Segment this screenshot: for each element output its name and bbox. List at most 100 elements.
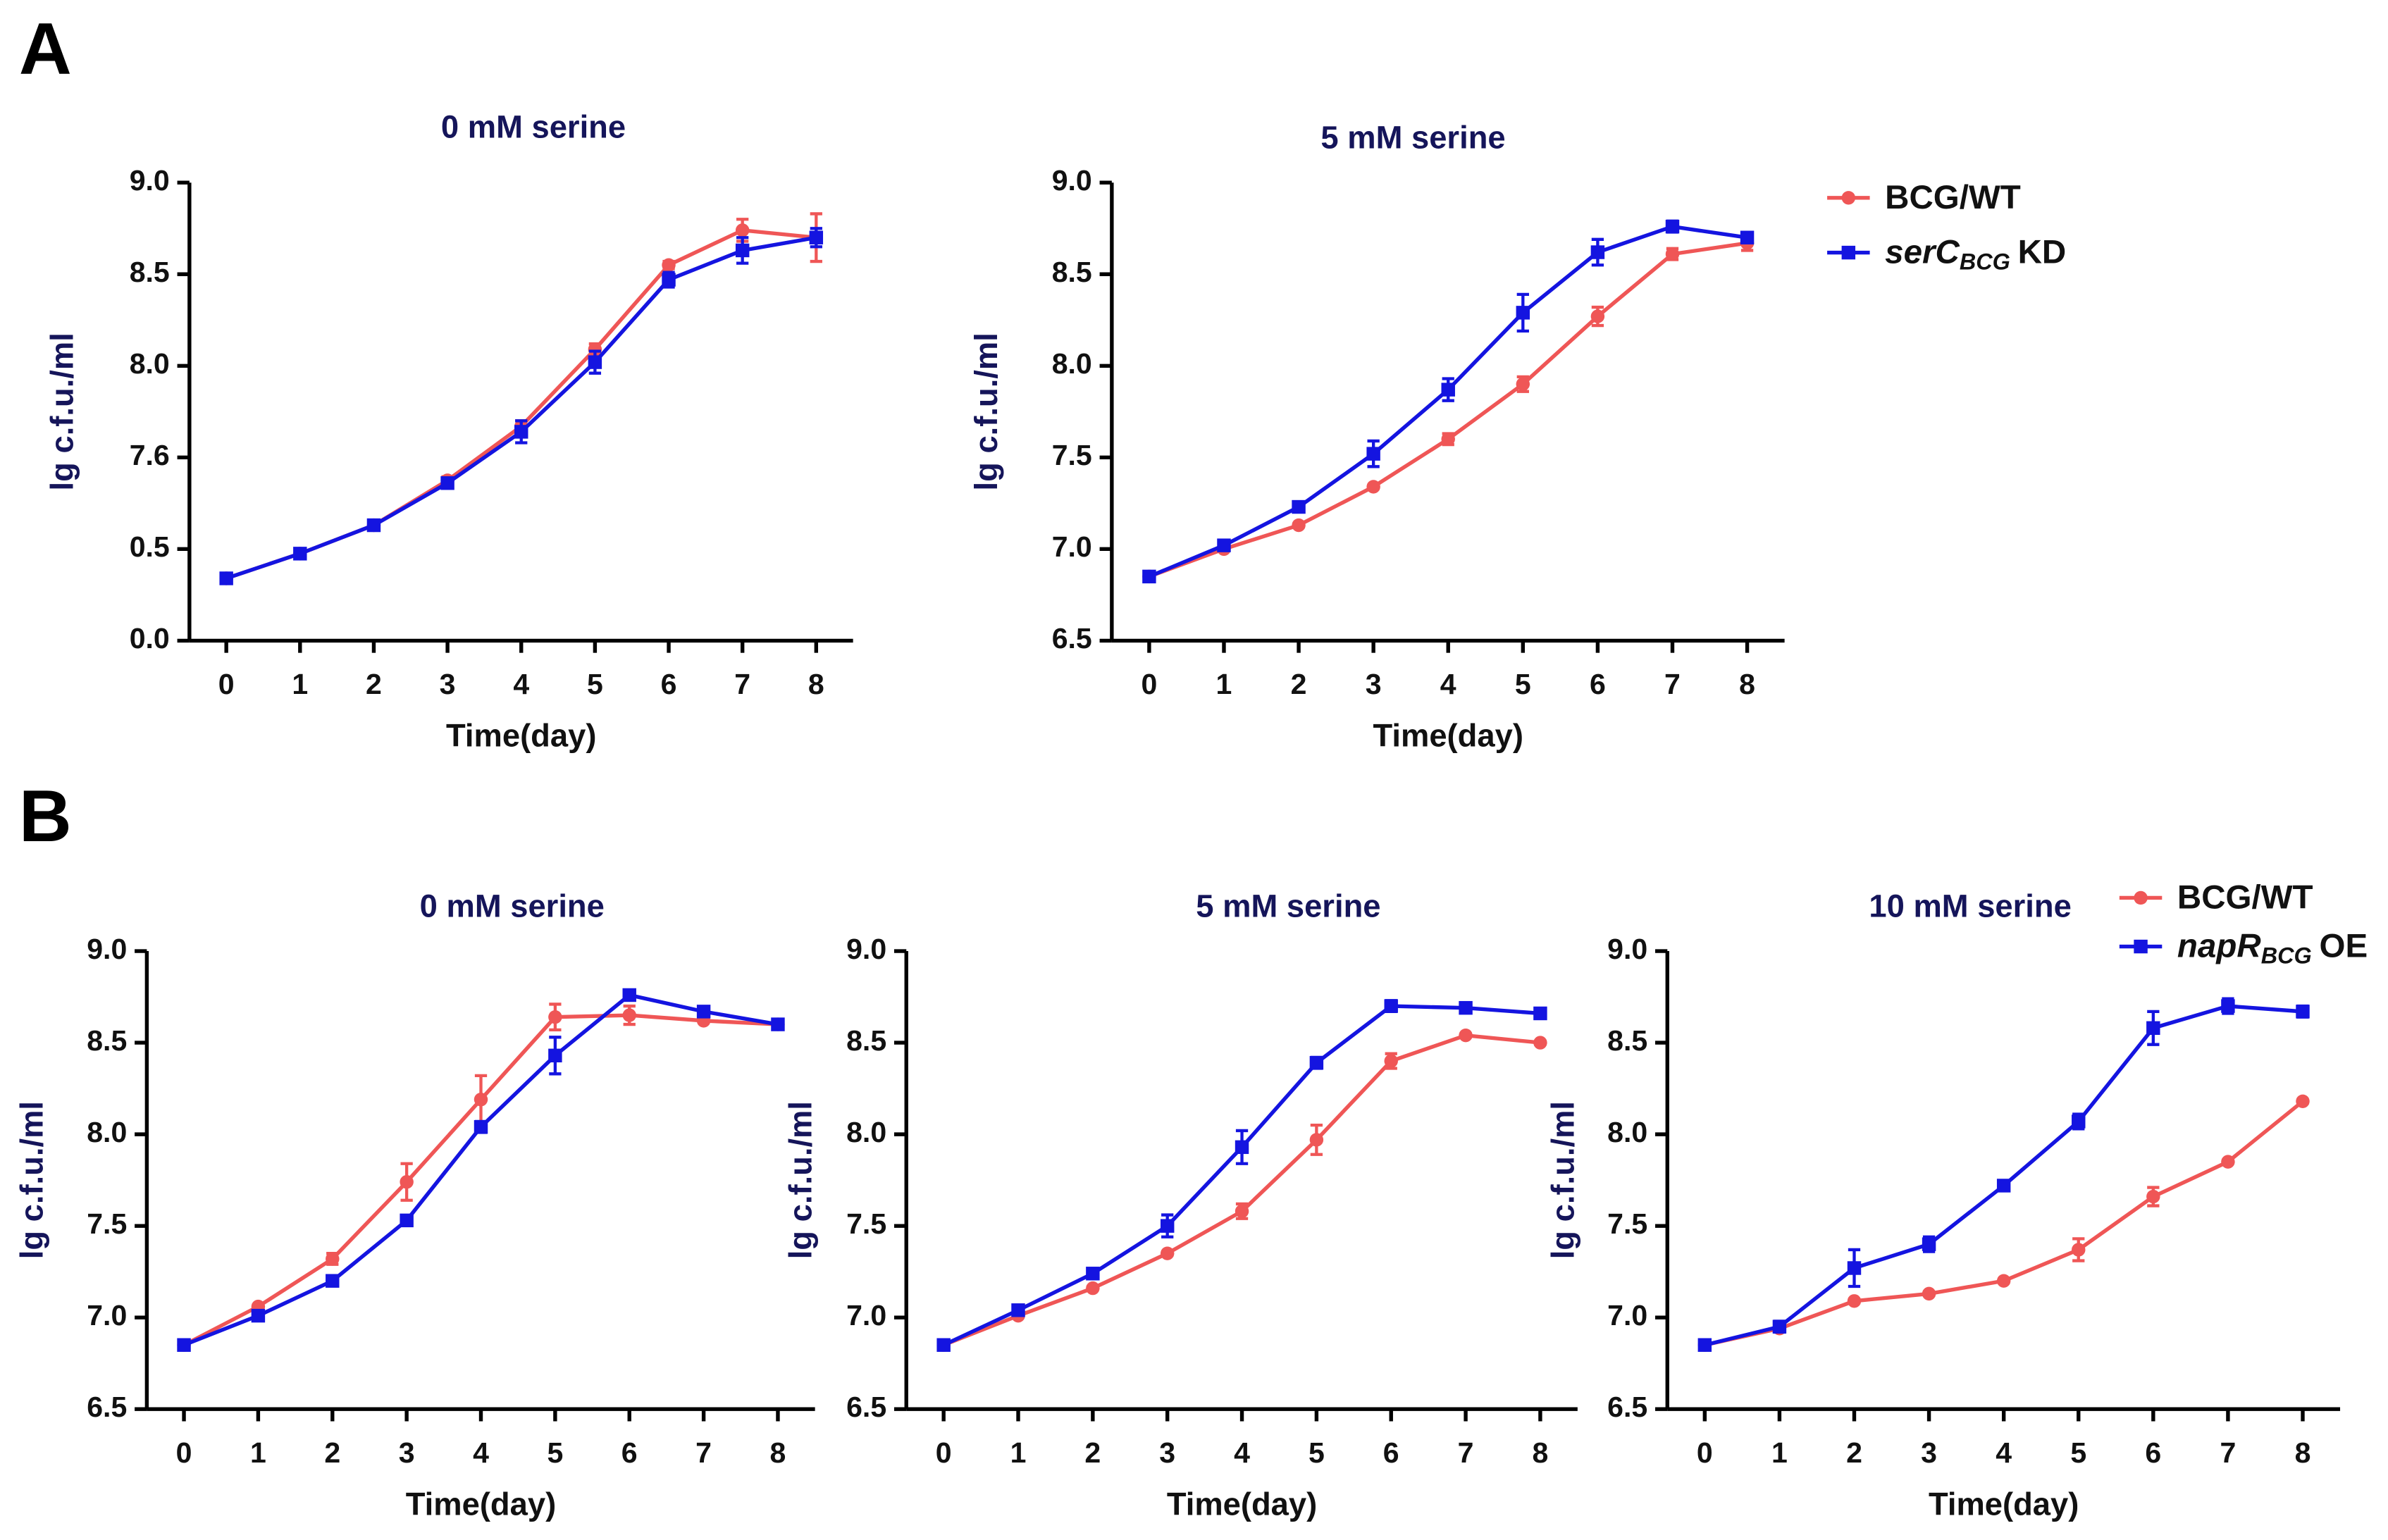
panel-label: A — [19, 8, 72, 89]
marker — [1697, 1338, 1712, 1352]
x-tick-label: 5 — [1309, 1436, 1325, 1469]
marker — [326, 1274, 340, 1288]
x-tick-label: 3 — [440, 668, 456, 700]
marker — [2072, 1114, 2086, 1129]
y-tick-label: 6.5 — [1052, 622, 1092, 654]
marker — [440, 476, 454, 490]
marker — [1142, 569, 1156, 584]
x-tick-label: 5 — [1515, 668, 1531, 700]
marker — [1384, 1054, 1398, 1068]
x-tick-label: 4 — [513, 668, 529, 700]
x-tick-label: 4 — [1996, 1436, 2012, 1469]
series-line — [183, 993, 779, 1347]
marker — [809, 230, 824, 244]
marker — [548, 1048, 562, 1063]
x-tick-label: 3 — [399, 1436, 415, 1469]
x-tick-label: 7 — [1664, 668, 1681, 700]
series-line — [1704, 1004, 2303, 1347]
marker — [219, 571, 233, 585]
y-tick-label: 0.0 — [130, 622, 170, 654]
marker — [514, 425, 528, 439]
x-tick-label: 7 — [2220, 1436, 2236, 1469]
marker — [177, 1338, 191, 1352]
legend-label: napRBCG OE — [2177, 927, 2368, 968]
y-tick-label: 6.5 — [87, 1391, 127, 1423]
marker — [1996, 1274, 2011, 1288]
x-tick-label: 6 — [1590, 668, 1606, 700]
marker — [936, 1338, 951, 1352]
x-tick-label: 6 — [621, 1436, 638, 1469]
y-tick-label: 7.0 — [846, 1299, 886, 1331]
x-tick-label: 1 — [1216, 668, 1232, 700]
legend-suffix: KD — [2018, 233, 2067, 271]
marker — [1922, 1237, 1936, 1251]
y-tick-label: 7.0 — [87, 1299, 127, 1331]
marker — [1309, 1133, 1324, 1147]
y-tick-label: 7.0 — [1607, 1299, 1647, 1331]
x-tick-label: 1 — [1771, 1436, 1788, 1469]
x-tick-label: 4 — [1234, 1436, 1250, 1469]
y-axis-label: lg c.f.u./ml — [782, 1101, 818, 1259]
y-tick-label: 9.0 — [130, 164, 170, 197]
y-axis-label: lg c.f.u./ml — [44, 333, 80, 490]
y-tick-label: 6.5 — [1607, 1391, 1647, 1423]
x-tick-label: 3 — [1921, 1436, 1937, 1469]
legend-label: BCG/WT — [2177, 878, 2313, 916]
legend-name: BCG/WT — [2177, 878, 2313, 916]
marker — [548, 1010, 562, 1024]
marker — [1665, 219, 1680, 234]
x-tick-label: 2 — [324, 1436, 340, 1469]
marker — [1533, 1036, 1547, 1050]
marker — [326, 1252, 340, 1266]
marker — [1847, 1294, 1862, 1308]
marker — [735, 223, 750, 237]
y-tick-label: 7.6 — [130, 439, 170, 471]
legend-marker — [2134, 890, 2148, 905]
x-tick-label: 2 — [1084, 1436, 1101, 1469]
series-line — [943, 1033, 1541, 1347]
y-tick-label: 9.0 — [87, 933, 127, 965]
marker — [1665, 247, 1680, 261]
x-tick-label: 1 — [250, 1436, 266, 1469]
x-tick-label: 7 — [695, 1436, 712, 1469]
chart-title: 5 mM serine — [1320, 120, 1505, 156]
x-tick-label: 6 — [1383, 1436, 1399, 1469]
x-tick-label: 5 — [547, 1436, 563, 1469]
x-tick-label: 4 — [473, 1436, 489, 1469]
y-tick-label: 8.5 — [87, 1024, 127, 1057]
series-line — [225, 235, 817, 580]
x-tick-label: 1 — [1010, 1436, 1027, 1469]
marker — [2221, 999, 2235, 1013]
x-tick-label: 0 — [1141, 668, 1157, 700]
x-tick-label: 8 — [770, 1436, 786, 1469]
x-tick-label: 1 — [292, 668, 308, 700]
marker — [1590, 245, 1605, 259]
x-tick-label: 2 — [366, 668, 382, 700]
marker — [1922, 1286, 1936, 1301]
series-line — [182, 1013, 779, 1347]
x-tick-label: 7 — [734, 668, 750, 700]
marker — [400, 1175, 414, 1189]
marker — [2146, 1189, 2160, 1204]
marker — [588, 342, 602, 356]
x-tick-label: 7 — [1458, 1436, 1474, 1469]
x-axis-label: Time(day) — [1373, 718, 1523, 754]
marker — [1086, 1281, 1100, 1296]
marker — [1459, 1000, 1473, 1015]
x-tick-label: 8 — [2295, 1436, 2311, 1469]
marker — [400, 1213, 414, 1228]
marker — [2072, 1243, 2086, 1257]
y-axis-label: lg c.f.u./ml — [968, 333, 1004, 490]
y-tick-label: 7.5 — [1607, 1207, 1647, 1240]
marker — [1441, 432, 1455, 447]
legend-marker — [1841, 245, 1856, 260]
series-line — [1148, 241, 1747, 578]
y-tick-label: 9.0 — [1607, 933, 1647, 965]
marker — [696, 1005, 711, 1019]
x-axis-label: Time(day) — [446, 718, 596, 754]
x-tick-label: 6 — [2145, 1436, 2161, 1469]
y-tick-label: 6.5 — [846, 1391, 886, 1423]
y-tick-label: 9.0 — [1052, 164, 1092, 197]
marker — [366, 518, 381, 533]
